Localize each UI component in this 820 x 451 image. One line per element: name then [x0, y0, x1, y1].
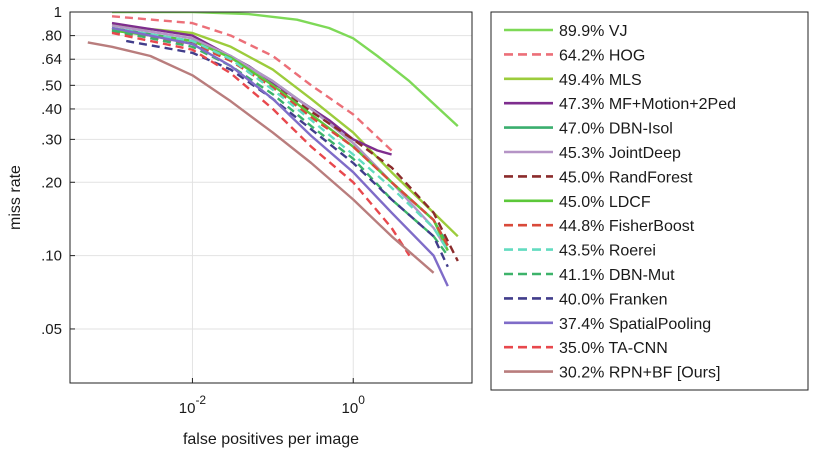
legend-entry-12: 37.4% SpatialPooling: [559, 316, 711, 333]
series-line-8: [111, 30, 449, 247]
legend-entry-5: 45.3% JointDeep: [559, 145, 681, 162]
legend-entry-0: 89.9% VJ: [559, 23, 627, 40]
x-tick-base: 10: [179, 400, 196, 417]
series-line-12: [111, 26, 449, 287]
legend-entry-2: 49.4% MLS: [559, 72, 642, 89]
y-tick-label: .80: [41, 28, 62, 45]
y-tick-label: .30: [41, 131, 62, 148]
y-tick-label: .64: [41, 51, 62, 68]
legend-entry-7: 45.0% LDCF: [559, 194, 651, 211]
series-line-1: [111, 15, 393, 152]
y-tick-label: .40: [41, 101, 62, 118]
legend-entry-1: 64.2% HOG: [559, 47, 645, 64]
x-tick-base: 10: [342, 400, 359, 417]
y-tick-label: .20: [41, 174, 62, 191]
x-axis-ticks: 10-2 100: [179, 378, 365, 417]
legend-entry-10: 41.1% DBN-Mut: [559, 267, 675, 284]
x-tick-label: 100: [342, 393, 366, 417]
series-line-2: [111, 24, 459, 238]
y-tick-label: 1: [54, 4, 62, 21]
series-line-0: [112, 12, 459, 127]
series-line-10: [111, 29, 449, 257]
y-axis-ticks: 1 .80 .64 .50 .40 .30 .20 .10 .05: [41, 4, 75, 338]
y-axis-label: miss rate: [7, 165, 24, 230]
grid-lines: [70, 11, 472, 383]
legend-entry-11: 40.0% Franken: [559, 291, 668, 308]
legend-entry-3: 47.3% MF+Motion+2Ped: [559, 96, 736, 113]
series-line-9: [111, 26, 449, 252]
legend-entry-6: 45.0% RandForest: [559, 169, 693, 186]
legend-entry-14: 30.2% RPN+BF [Ours]: [559, 365, 720, 382]
x-axis-label: false positives per image: [183, 431, 359, 448]
legend-entry-9: 43.5% Roerei: [559, 243, 656, 260]
series-line-14: [87, 41, 435, 274]
series-line-13: [111, 31, 411, 257]
y-tick-label: .10: [41, 248, 62, 265]
series-lines: [87, 12, 459, 287]
legend-entry-13: 35.0% TA-CNN: [559, 340, 668, 357]
x-tick-label: 10-2: [179, 393, 207, 417]
legend-entry-4: 47.0% DBN-Isol: [559, 121, 673, 138]
series-line-5: [111, 24, 449, 252]
x-tick-exponent: -2: [195, 393, 206, 407]
plot-frame: [69, 11, 473, 384]
legend: 89.9% VJ 64.2% HOG 49.4% MLS 47.3% MF+Motio…: [504, 23, 736, 382]
legend-entry-8: 44.8% FisherBoost: [559, 218, 695, 235]
y-tick-label: .50: [41, 77, 62, 94]
x-tick-exponent: 0: [358, 393, 365, 407]
y-tick-label: .05: [41, 321, 62, 338]
